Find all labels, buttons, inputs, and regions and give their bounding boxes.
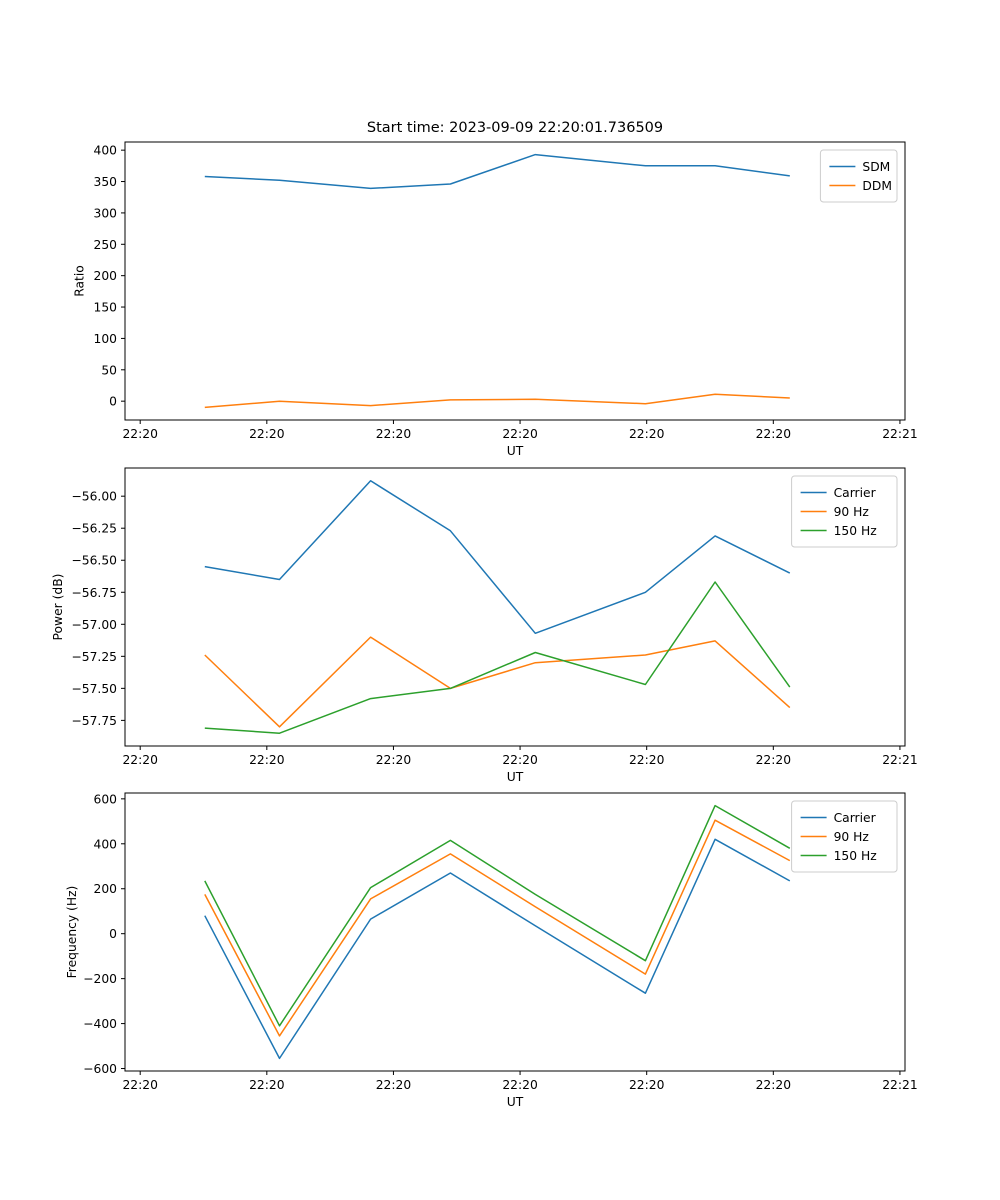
legend-box bbox=[819, 149, 898, 203]
x-tick-label: 22:20 bbox=[502, 1078, 537, 1092]
y-tick-label: 250 bbox=[94, 238, 117, 252]
legend-entry-label: DDM bbox=[862, 179, 892, 193]
y-tick-label: −56.25 bbox=[71, 522, 117, 536]
y-tick-label: 200 bbox=[94, 882, 117, 896]
x-tick-label: 22:21 bbox=[882, 1078, 917, 1092]
series-line-90-hz bbox=[204, 636, 791, 728]
y-tick-label: 100 bbox=[94, 332, 117, 346]
legend-box bbox=[791, 800, 898, 873]
x-tick-label: 22:20 bbox=[756, 427, 791, 441]
y-tick-label: −56.50 bbox=[71, 554, 117, 568]
y-tick-label: 200 bbox=[94, 269, 117, 283]
legend-entry-label: 90 Hz bbox=[834, 830, 869, 844]
legend: Carrier 90 Hz 150 Hz bbox=[791, 800, 898, 873]
x-tick-label: 22:20 bbox=[249, 753, 284, 767]
y-tick-label: −57.00 bbox=[71, 618, 117, 632]
y-tick-label: 600 bbox=[94, 792, 117, 806]
x-tick-label: 22:20 bbox=[629, 753, 664, 767]
y-tick-label: −56.00 bbox=[71, 490, 117, 504]
x-tick-label: 22:20 bbox=[629, 1078, 664, 1092]
x-axis-label: UT bbox=[507, 770, 524, 784]
series-line-90-hz bbox=[204, 819, 791, 1037]
y-tick-label: 0 bbox=[109, 927, 117, 941]
x-tick-label: 22:20 bbox=[122, 753, 157, 767]
subplot-frequency: 22:20 22:20 22:20 22:20 22:20 22:20 22:21 −600 −… bbox=[65, 792, 917, 1109]
y-tick-label: 50 bbox=[101, 363, 117, 377]
y-tick-label: −57.75 bbox=[71, 714, 117, 728]
y-tick-label: 400 bbox=[94, 837, 117, 851]
legend-entry-label: Carrier bbox=[834, 811, 877, 825]
figure-title: Start time: 2023-09-09 22:20:01.736509 bbox=[366, 120, 664, 136]
x-tick-label: 22:20 bbox=[122, 1078, 157, 1092]
series-line-ddm bbox=[204, 393, 790, 409]
y-tick-label: 350 bbox=[94, 175, 117, 189]
legend: Carrier 90 Hz 150 Hz bbox=[791, 475, 898, 548]
x-tick-label: 22:20 bbox=[376, 1078, 411, 1092]
series-line-150-hz bbox=[204, 804, 791, 1027]
x-tick-label: 22:20 bbox=[629, 427, 664, 441]
series-line-carrier bbox=[204, 480, 791, 635]
x-tick-label: 22:20 bbox=[756, 1078, 791, 1092]
x-tick-label: 22:21 bbox=[882, 753, 917, 767]
x-tick-label: 22:20 bbox=[756, 753, 791, 767]
series-line-carrier bbox=[204, 838, 791, 1060]
legend-entry-label: 150 Hz bbox=[834, 524, 877, 538]
legend-entry-label: SDM bbox=[862, 160, 890, 174]
subplot-power: 22:20 22:20 22:20 22:20 22:20 22:20 22:21 −57.7… bbox=[51, 467, 918, 784]
x-tick-label: 22:20 bbox=[502, 753, 537, 767]
x-tick-label: 22:21 bbox=[882, 427, 917, 441]
x-axis-label: UT bbox=[507, 444, 524, 458]
y-axis-label: Power (dB) bbox=[51, 574, 65, 641]
x-tick-label: 22:20 bbox=[249, 1078, 284, 1092]
subplot-ratio: 22:20 22:20 22:20 22:20 22:20 22:20 22:21 0 50 10… bbox=[72, 141, 918, 458]
x-tick-label: 22:20 bbox=[376, 427, 411, 441]
legend-entry-label: Carrier bbox=[834, 486, 877, 500]
series-line-sdm bbox=[204, 153, 790, 190]
y-tick-label: −400 bbox=[83, 1017, 117, 1031]
legend: SDM DDM bbox=[819, 149, 898, 203]
x-tick-label: 22:20 bbox=[249, 427, 284, 441]
y-tick-label: −56.75 bbox=[71, 586, 117, 600]
y-tick-label: 0 bbox=[109, 395, 117, 409]
y-tick-label: −600 bbox=[83, 1062, 117, 1076]
y-tick-label: 150 bbox=[94, 301, 117, 315]
y-axis-label: Ratio bbox=[72, 265, 86, 297]
y-tick-label: 300 bbox=[94, 206, 117, 220]
y-tick-label: 400 bbox=[94, 144, 117, 158]
legend-entry-label: 150 Hz bbox=[834, 849, 877, 863]
x-tick-label: 22:20 bbox=[376, 753, 411, 767]
y-axis-label: Frequency (Hz) bbox=[65, 886, 79, 979]
legend-entry-label: 90 Hz bbox=[834, 505, 869, 519]
series-line-150-hz bbox=[204, 581, 791, 734]
x-tick-label: 22:20 bbox=[122, 427, 157, 441]
axes-border bbox=[124, 467, 906, 747]
y-tick-label: −200 bbox=[83, 972, 117, 986]
x-axis-label: UT bbox=[507, 1095, 524, 1109]
legend-box bbox=[791, 475, 898, 548]
x-tick-label: 22:20 bbox=[502, 427, 537, 441]
y-tick-label: −57.50 bbox=[71, 682, 117, 696]
y-tick-label: −57.25 bbox=[71, 650, 117, 664]
axes-border bbox=[124, 141, 906, 421]
axes-border bbox=[124, 792, 906, 1072]
